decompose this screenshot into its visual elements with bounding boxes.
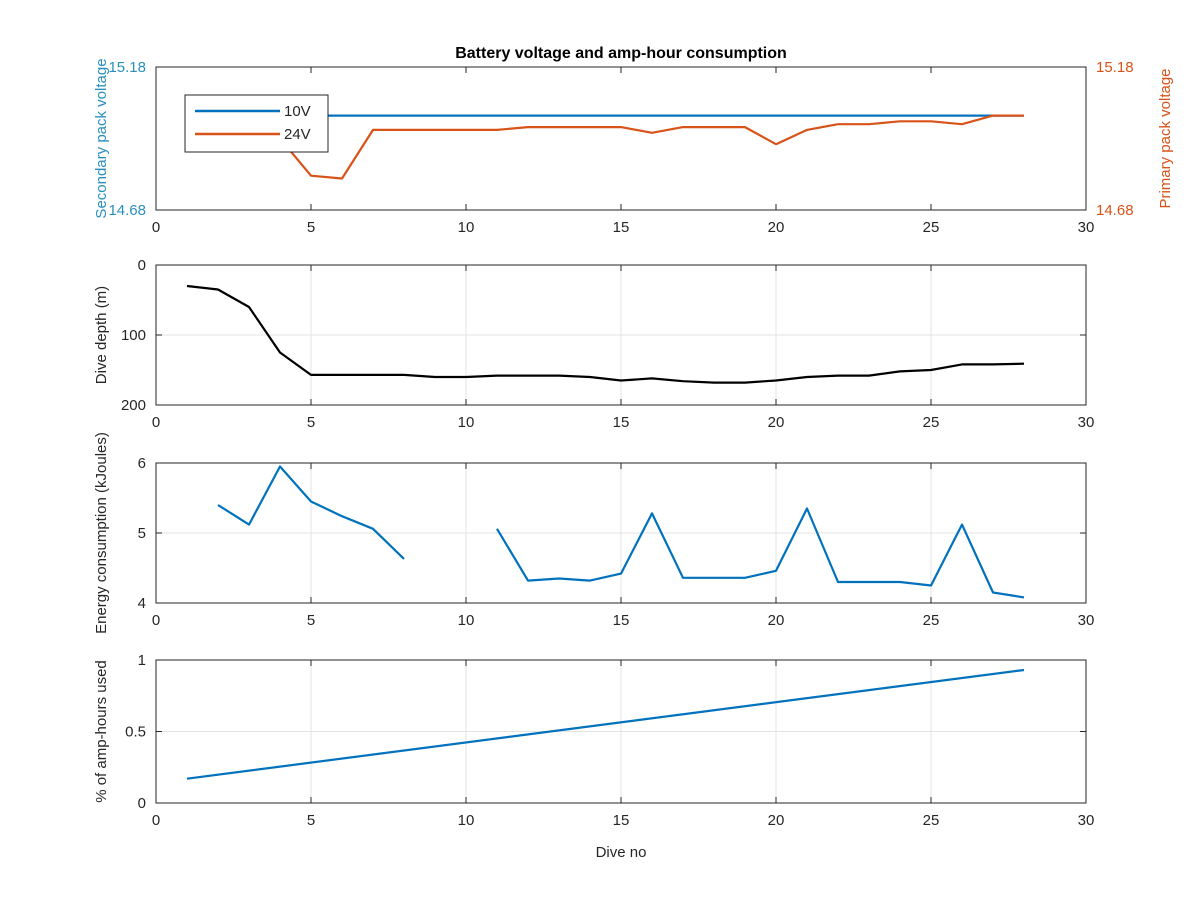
panel-2: 0 5 10 15 20 25 30 0 100 200 Dive depth (m) <box>93 257 1094 431</box>
panel-3: 0 5 10 15 20 25 30 4 5 6 Energy consumption (kJoul… <box>93 432 1094 634</box>
y-tick-label: 14.68 <box>108 202 146 219</box>
x-tick-label: 15 <box>613 612 630 629</box>
legend-label-10v: 10V <box>284 103 311 120</box>
y-axis-label: Dive depth (m) <box>93 286 110 384</box>
x-tick-label: 5 <box>307 612 315 629</box>
x-tick-label: 25 <box>923 219 940 236</box>
x-tick-label: 10 <box>458 812 475 829</box>
x-tick-label: 0 <box>152 812 160 829</box>
y-axis-label: Secondary pack voltage <box>93 58 110 218</box>
x-tick-label: 20 <box>768 414 785 431</box>
x-tick-label: 30 <box>1078 812 1095 829</box>
x-tick-label: 25 <box>923 612 940 629</box>
y-tick-label: 100 <box>121 327 146 344</box>
x-tick-label: 5 <box>307 414 315 431</box>
y-right-tick-label: 14.68 <box>1096 202 1134 219</box>
x-tick-label: 5 <box>307 219 315 236</box>
x-tick-label: 0 <box>152 612 160 629</box>
y-tick-label: 15.18 <box>108 59 146 76</box>
x-tick-label: 0 <box>152 414 160 431</box>
x-tick-label: 30 <box>1078 414 1095 431</box>
panels: 0 5 10 15 20 25 3014.6815.1814.6815.18Secondar… <box>93 58 1174 861</box>
panel-4: 0 5 10 15 20 25 30 0 0.5 1 % of amp-hours used Dive… <box>93 652 1094 861</box>
x-tick-label: 10 <box>458 219 475 236</box>
y-tick-label: 1 <box>138 652 146 669</box>
legend-label-24v: 24V <box>284 126 311 143</box>
y-tick-label: 5 <box>138 525 146 542</box>
x-tick-label: 0 <box>152 219 160 236</box>
x-tick-label: 15 <box>613 219 630 236</box>
y-tick-label: 0.5 <box>125 724 146 741</box>
legend-box <box>184 94 329 153</box>
panel-1: 0 5 10 15 20 25 3014.6815.1814.6815.18Secondar… <box>93 58 1174 236</box>
x-tick-label: 10 <box>458 612 475 629</box>
y-right-axis-label: Primary pack voltage <box>1157 68 1174 208</box>
series-line-1 <box>186 284 1025 384</box>
y-tick-label: 0 <box>138 257 146 274</box>
x-tick-label: 25 <box>923 414 940 431</box>
y-axis-label: Energy consumption (kJoules) <box>93 432 110 634</box>
x-tick-label: 15 <box>613 812 630 829</box>
x-tick-label: 10 <box>458 414 475 431</box>
y-tick-label: 4 <box>138 595 146 612</box>
series-line-1 <box>186 668 1025 780</box>
x-tick-label: 20 <box>768 219 785 236</box>
x-tick-label: 20 <box>768 812 785 829</box>
x-tick-label: 30 <box>1078 612 1095 629</box>
figure-title: Battery voltage and amp-hour consumption <box>455 45 787 62</box>
y-tick-label: 0 <box>138 795 146 812</box>
x-axis-label: Dive no <box>596 844 647 861</box>
x-tick-label: 30 <box>1078 219 1095 236</box>
series-line-1 <box>217 465 1025 599</box>
x-tick-label: 25 <box>923 812 940 829</box>
y-tick-label: 200 <box>121 397 146 414</box>
x-tick-label: 20 <box>768 612 785 629</box>
series-line-24v <box>279 114 1024 180</box>
x-tick-label: 15 <box>613 414 630 431</box>
x-tick-label: 5 <box>307 812 315 829</box>
y-right-tick-label: 15.18 <box>1096 59 1134 76</box>
y-tick-label: 6 <box>138 455 146 472</box>
y-axis-label: % of amp-hours used <box>93 660 110 803</box>
